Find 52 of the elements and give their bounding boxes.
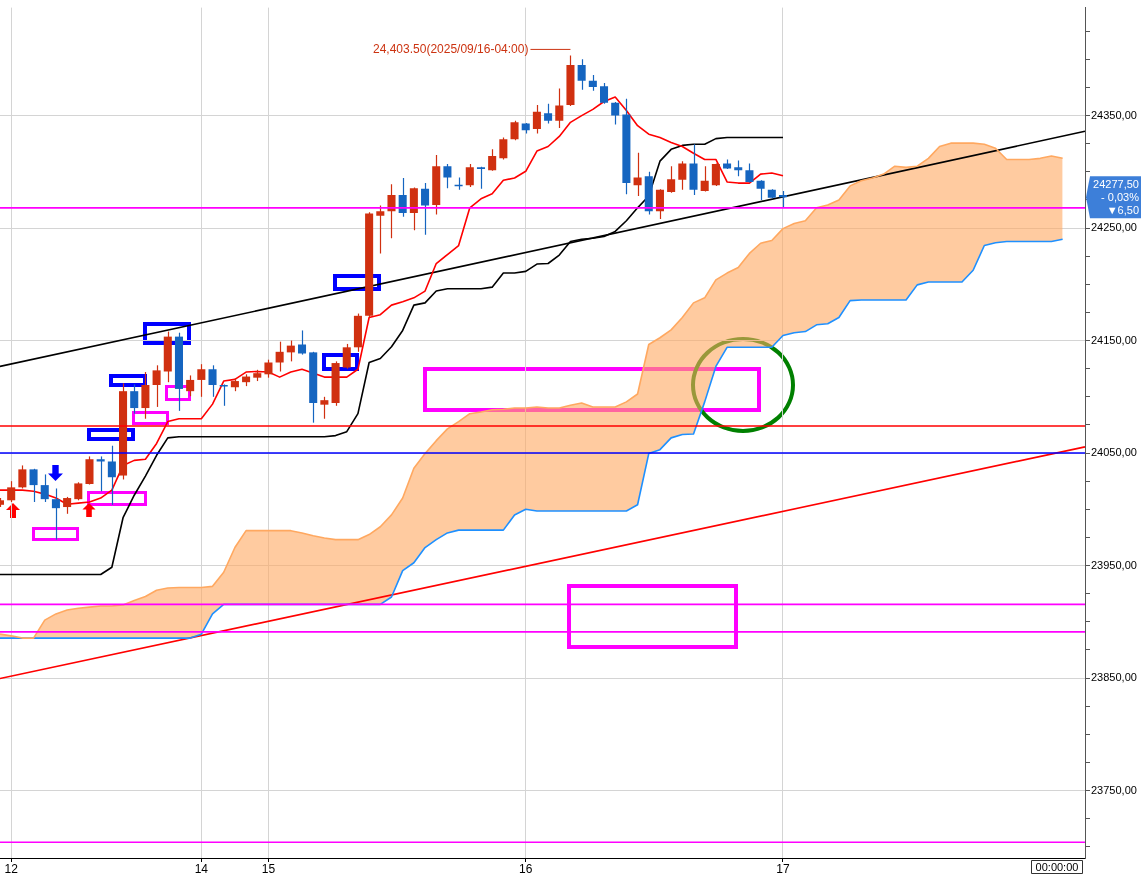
candlestick xyxy=(711,162,720,187)
candlestick xyxy=(599,82,609,105)
candlestick xyxy=(342,343,351,370)
candlestick xyxy=(18,464,27,490)
x-tick-label: 16 xyxy=(519,861,533,875)
candlestick xyxy=(756,179,765,201)
candlestick xyxy=(40,473,49,503)
candlestick xyxy=(544,103,553,125)
text: 00:00:00 xyxy=(1035,860,1079,873)
candlestick xyxy=(297,329,307,356)
x-tick-label: 15 xyxy=(261,861,276,875)
y-tick-label: 23950,00 xyxy=(1091,558,1137,571)
candlestick xyxy=(29,468,38,503)
candlestick xyxy=(633,152,642,197)
candlestick xyxy=(197,363,206,398)
candlestick xyxy=(275,341,284,373)
candlestick xyxy=(152,364,161,408)
candlestick xyxy=(443,163,452,189)
candlestick xyxy=(107,445,116,506)
y-tick-label: 23850,00 xyxy=(1091,671,1137,684)
candlestick xyxy=(488,148,497,172)
annotation: 24,403.50(2025/09/16-04:00) xyxy=(373,41,529,56)
candlestick xyxy=(421,182,430,236)
y-tick-label: 24350,00 xyxy=(1091,108,1137,121)
text: 24277,50 - 0,03% ▼6,50 xyxy=(1093,177,1140,216)
candlestick xyxy=(186,374,195,397)
candlestick xyxy=(376,204,385,254)
candlestick xyxy=(700,165,709,193)
y-tick-label: 24150,00 xyxy=(1091,333,1137,346)
candlestick xyxy=(510,120,519,141)
candlestick xyxy=(667,165,676,194)
candlestick xyxy=(465,163,474,188)
x-tick-label: 17 xyxy=(776,861,790,875)
candlestick xyxy=(745,162,754,184)
candlestick xyxy=(130,383,139,415)
candlestick xyxy=(51,487,60,541)
candlestick xyxy=(320,396,329,420)
x-tick-label: 14 xyxy=(194,861,209,875)
x-tick-label: 12 xyxy=(4,861,19,875)
candlestick xyxy=(678,160,687,191)
candlestick xyxy=(499,136,508,161)
candlestick xyxy=(141,371,150,420)
candlestick xyxy=(208,364,217,398)
y-tick-label: 23750,00 xyxy=(1091,783,1137,796)
candlestick xyxy=(611,101,620,126)
candlestick xyxy=(387,183,396,239)
candlestick xyxy=(532,104,541,135)
y-tick-label: 24250,00 xyxy=(1091,221,1137,234)
y-tick-label: 24050,00 xyxy=(1091,446,1137,459)
candlestick xyxy=(7,480,16,503)
candlestick xyxy=(577,58,586,91)
candlestick xyxy=(555,87,564,129)
